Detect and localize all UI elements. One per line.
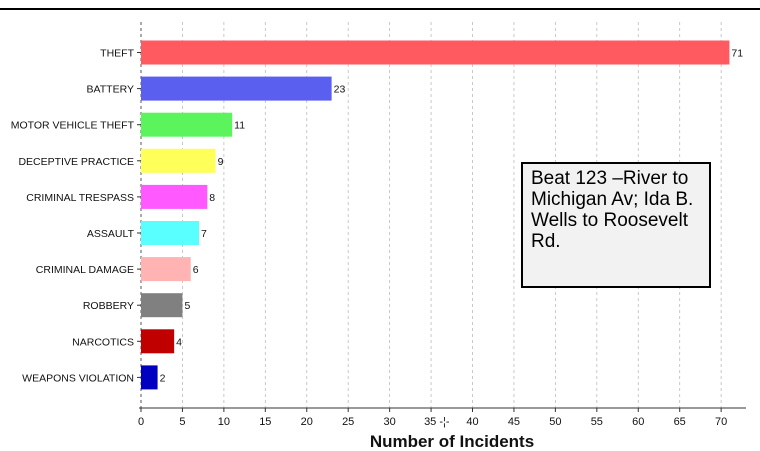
bar-theft [141,40,730,65]
x-axis-title: Number of Incidents [370,432,534,451]
category-label: CRIMINAL DAMAGE [36,264,134,276]
bars: 71 23 11 9 8 7 6 5 4 2 [141,40,743,390]
category-label: MOTOR VEHICLE THEFT [11,120,135,132]
beat-annotation-box: Beat 123 –River to Michigan Av; Ida B. W… [521,162,711,288]
x-tick-label: 35 -¦- [424,416,450,428]
category-label: CRIMINAL TRESPASS [26,192,134,204]
category-label: ROBBERY [83,300,134,312]
category-label: THEFT [100,48,134,60]
x-tick-label: 55 [591,416,603,428]
x-tick-label: 30 [384,416,396,428]
category-label: BATTERY [87,84,134,96]
x-tick-label: 70 [715,416,727,428]
x-tick-label: 5 [179,416,185,428]
x-tick-label: 50 [549,416,561,428]
bar-battery [141,76,332,101]
bar-criminal-trespass [141,184,208,209]
value-label: 6 [193,264,199,276]
value-label: 9 [218,156,224,168]
value-label: 2 [160,372,166,384]
value-label: 8 [209,192,215,204]
x-tick-label: 25 [342,416,354,428]
bar-deceptive-practice [141,148,216,173]
category-label: ASSAULT [87,228,135,240]
category-label: NARCOTICS [72,336,134,348]
x-tick-label: 20 [301,416,313,428]
category-label: DECEPTIVE PRACTICE [18,156,134,168]
x-tick-label: 10 [218,416,230,428]
category-label: WEAPONS VIOLATION [22,372,134,384]
x-tick-label: 45 [508,416,520,428]
bar-motor-vehicle-theft [141,112,233,137]
bar-weapons-violation [141,365,158,390]
x-axis: 0 5 10 15 20 25 30 35 -¦- 40 45 50 55 60 65 70THEFTBAT… [11,48,746,428]
bar-criminal-damage [141,257,191,282]
bar-robbery [141,293,183,318]
value-label: 11 [234,120,245,132]
value-label: 5 [184,300,190,312]
bar-assault [141,221,200,245]
bar-narcotics [141,329,175,354]
value-label: 7 [201,228,207,240]
top-border-line [0,8,760,10]
x-tick-label: 0 [138,416,144,428]
x-tick-label: 60 [632,416,644,428]
x-tick-label: 65 [674,416,686,428]
value-label: 23 [334,84,346,96]
x-tick-label: 40 [466,416,478,428]
value-label: 71 [731,48,743,60]
x-tick-label: 15 [259,416,271,428]
value-label: 4 [176,336,182,348]
